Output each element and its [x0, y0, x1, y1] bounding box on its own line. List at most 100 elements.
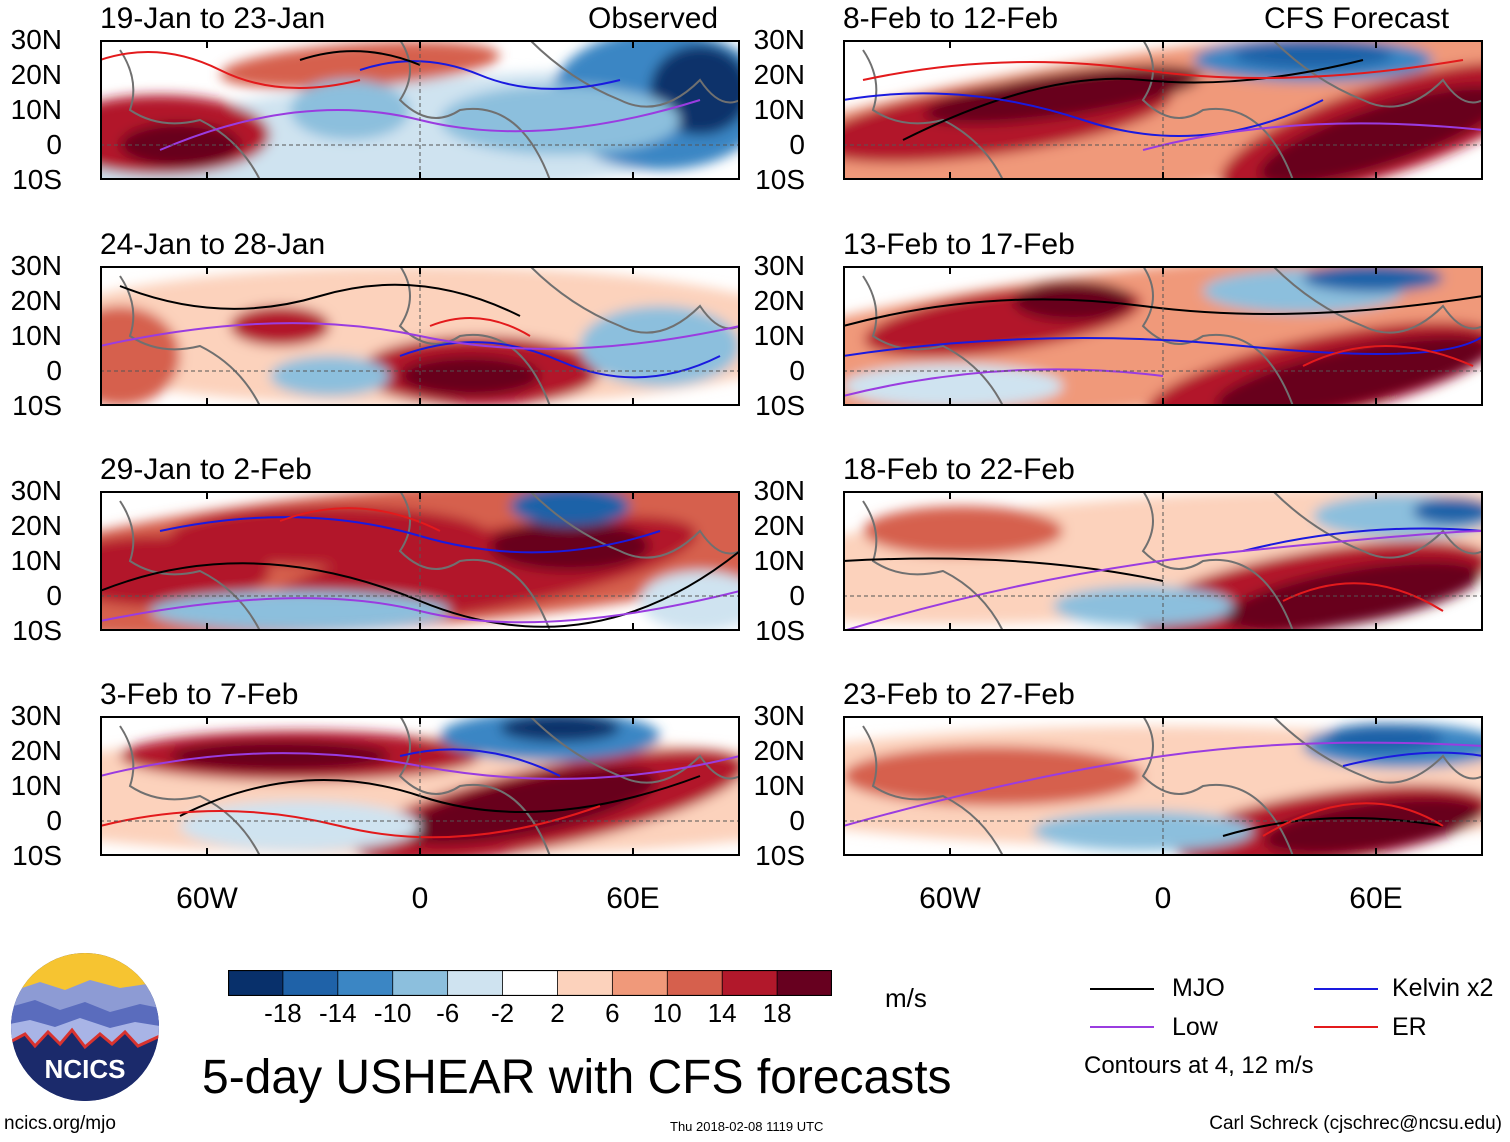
colorbar-swatch — [611, 970, 669, 996]
shear-region — [1323, 724, 1443, 752]
map-panel: 18-Feb to 22-Feb — [843, 453, 1483, 631]
panel-frame — [843, 491, 1483, 631]
colorbar-ticks: -18 -14 -10 -6 -2 2 6 10 14 18 — [228, 996, 832, 1036]
shear-region — [1303, 266, 1443, 292]
shear-region — [1259, 85, 1483, 180]
wave-contour — [399, 748, 561, 777]
shear-map — [100, 491, 740, 631]
longitude-axis-right: 60W 0 60E — [843, 882, 1483, 918]
lat-label: 20N — [753, 735, 805, 766]
panel-title: 24-Jan to 28-Jan — [100, 228, 326, 261]
lon-label-60w: 60W — [176, 882, 238, 915]
latitude-axis: 30N 20N 10N 0 10S — [0, 250, 90, 420]
coastline — [862, 491, 1483, 631]
colorbar-swatch — [228, 970, 284, 996]
lat-label: 10S — [755, 615, 805, 646]
latitude-axis: 30N 20N 10N 0 10S — [743, 26, 833, 194]
panel-title: 23-Feb to 27-Feb — [843, 678, 1075, 711]
footer-author: Carl Schreck (cjschrec@ncsu.edu) — [1209, 1113, 1502, 1134]
lat-label: 20N — [753, 59, 805, 90]
wave-contour — [299, 50, 421, 66]
shear-region — [490, 521, 650, 571]
latitude-axis: 30N 20N 10N 0 10S — [0, 700, 90, 870]
colorbar-swatch — [282, 970, 339, 996]
panel-frame — [843, 716, 1483, 856]
legend-line-low — [1090, 1026, 1154, 1028]
lat-label: 30N — [753, 250, 805, 281]
lat-label: 10N — [10, 770, 62, 801]
shear-region — [402, 767, 658, 845]
panel-frame — [100, 491, 740, 631]
legend-label-er: ER — [1392, 1013, 1427, 1041]
colorbar-swatch — [776, 970, 832, 996]
lat-label: 10S — [12, 840, 62, 871]
wave-contour — [279, 507, 441, 532]
wave-contour — [1222, 817, 1444, 837]
legend-line-mjo — [1090, 988, 1154, 990]
coastline — [862, 716, 1483, 856]
coastline — [119, 716, 740, 856]
shear-region — [1053, 586, 1233, 626]
wave-contour — [1142, 122, 1483, 151]
figure-title: 5-day USHEAR with CFS forecasts — [202, 1051, 952, 1104]
wave-contour — [843, 741, 1483, 827]
shear-region — [270, 356, 390, 396]
footer-url[interactable]: ncics.org/mjo — [4, 1113, 116, 1134]
shading-layer — [100, 40, 740, 180]
panel-frame — [100, 266, 740, 406]
lat-label: 30N — [753, 475, 805, 506]
shear-region — [1264, 797, 1482, 855]
lat-label: 30N — [10, 250, 62, 281]
latitude-axis: 30N 20N 10N 0 10S — [743, 475, 833, 645]
contours-note: Contours at 4, 12 m/s — [1084, 1052, 1314, 1079]
colorbar-swatch — [502, 970, 559, 996]
colorbar-tick-label: -10 — [373, 998, 412, 1028]
shading-layer — [100, 716, 740, 856]
colorbar-swatch — [337, 970, 394, 996]
wave-contour — [843, 530, 1483, 631]
lon-label-0: 0 — [1154, 882, 1172, 915]
lat-label: 0 — [789, 355, 805, 386]
lat-label: 10N — [753, 320, 805, 351]
map-panel: 24-Jan to 28-Jan — [100, 228, 740, 406]
shear-region — [843, 746, 1143, 806]
wave-contour — [100, 805, 601, 839]
lat-label: 10N — [753, 770, 805, 801]
shear-region — [1013, 281, 1133, 321]
colorbar-tick-label: 10 — [652, 998, 682, 1028]
colorbar-swatch — [447, 970, 504, 996]
colorbar-tick-label: 2 — [550, 998, 565, 1028]
lat-label: 20N — [10, 285, 62, 316]
shear-region — [1215, 336, 1483, 406]
shear-region — [924, 65, 1202, 125]
lat-label: 20N — [10, 510, 62, 541]
longitude-axis-left: 60W 0 60E — [100, 882, 740, 918]
coastline — [119, 491, 740, 631]
colorbar-tick-label: 18 — [762, 998, 792, 1028]
colorbar-tick-label: 14 — [707, 998, 737, 1028]
colorbar — [228, 970, 832, 996]
colorbar-swatch — [721, 970, 778, 996]
observed-header: Observed — [588, 2, 719, 35]
wave-contour — [1282, 582, 1444, 612]
shear-map — [100, 40, 740, 180]
wave-contour — [1262, 802, 1444, 837]
shear-region — [100, 306, 180, 406]
lat-label: 30N — [753, 700, 805, 731]
lat-label: 10N — [10, 320, 62, 351]
shear-map — [843, 40, 1483, 180]
wave-contour — [1302, 345, 1474, 367]
latitude-axis: 30N 20N 10N 0 10S — [743, 250, 833, 420]
shear-region — [180, 801, 420, 851]
panel-title: 3-Feb to 7-Feb — [100, 678, 299, 711]
legend-label-low: Low — [1172, 1013, 1218, 1041]
wave-contour — [843, 92, 1324, 137]
shear-region — [1224, 560, 1482, 631]
coastline — [119, 40, 740, 180]
shear-region — [440, 85, 680, 155]
legend-line-kelvin — [1314, 988, 1378, 990]
panel-frame — [100, 40, 740, 180]
lat-label: 30N — [10, 700, 62, 731]
lat-label: 0 — [789, 805, 805, 836]
shear-region — [1233, 41, 1393, 69]
